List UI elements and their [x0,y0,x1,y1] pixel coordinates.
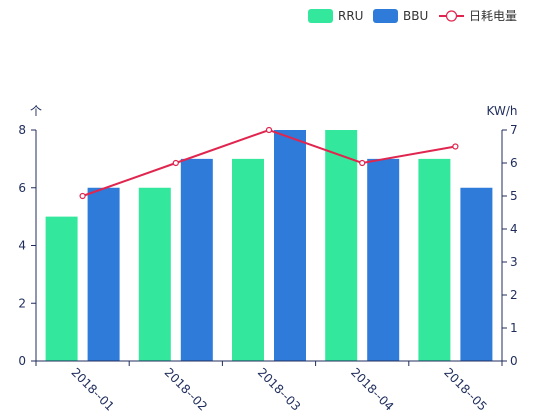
line-point-2018--03[interactable] [265,126,273,134]
legend-label: RRU [338,9,363,23]
bar-rru-2018--02[interactable] [138,187,171,361]
legend-label: 日耗电量 [469,9,517,23]
y-left-tick-label: 8 [18,123,26,137]
x-tick-label: 2018--04 [348,365,396,413]
bar-bbu-2018--05[interactable] [460,187,493,361]
x-tick-label: 2018--02 [162,365,210,413]
line-point-2018--02[interactable] [172,159,179,167]
line-series-power[interactable] [82,128,456,197]
bars-layer [45,130,493,361]
legend-marker [445,10,458,22]
bar-rru-2018--03[interactable] [232,158,264,361]
y-right-tick-label: 0 [510,354,518,368]
line-point-2018--05[interactable] [452,143,459,150]
y-left-axis-label: 个 [30,104,42,118]
y-right-tick-label: 4 [510,222,518,236]
bar-rru-2018--01[interactable] [45,216,78,361]
bar-bbu-2018--02[interactable] [180,158,213,361]
line-point-2018--01[interactable] [79,192,86,200]
line-layer [79,126,459,200]
y-right-tick-label: 6 [510,156,518,170]
legend-item-2[interactable]: BBU [373,9,428,23]
bar-bbu-2018--01[interactable] [87,187,120,361]
line-point-2018--04[interactable] [359,159,366,167]
y-right-tick-label: 1 [510,321,518,335]
x-tick-label: 2018--03 [255,365,303,413]
y-right-axis-label: KW/h [487,104,518,118]
bar-bbu-2018--04[interactable] [367,158,400,361]
legend-item-1[interactable]: RRU [308,9,363,23]
bar-bbu-2018--03[interactable] [274,130,306,361]
y-left-tick-label: 6 [18,181,26,195]
y-right-tick-label: 7 [510,123,518,137]
y-right-tick-label: 5 [510,189,518,203]
y-left-tick-label: 4 [18,239,26,253]
legend-item-3[interactable]: 日耗电量 [439,9,517,23]
legend-label: BBU [403,9,428,23]
y-right-tick-label: 2 [510,288,518,302]
y-left-tick-label: 2 [18,296,26,310]
legend[interactable]: RRU BBU 日耗电量 [308,9,517,23]
x-tick-label: 2018--01 [68,365,116,413]
bar-rru-2018--05[interactable] [418,158,451,361]
x-tick-label: 2018--05 [441,365,489,413]
y-right-tick-label: 3 [510,255,518,269]
bar-rru-2018--04[interactable] [325,130,358,361]
y-left-tick-label: 0 [18,354,26,368]
legend-swatch [308,9,333,23]
legend-swatch [373,9,398,23]
